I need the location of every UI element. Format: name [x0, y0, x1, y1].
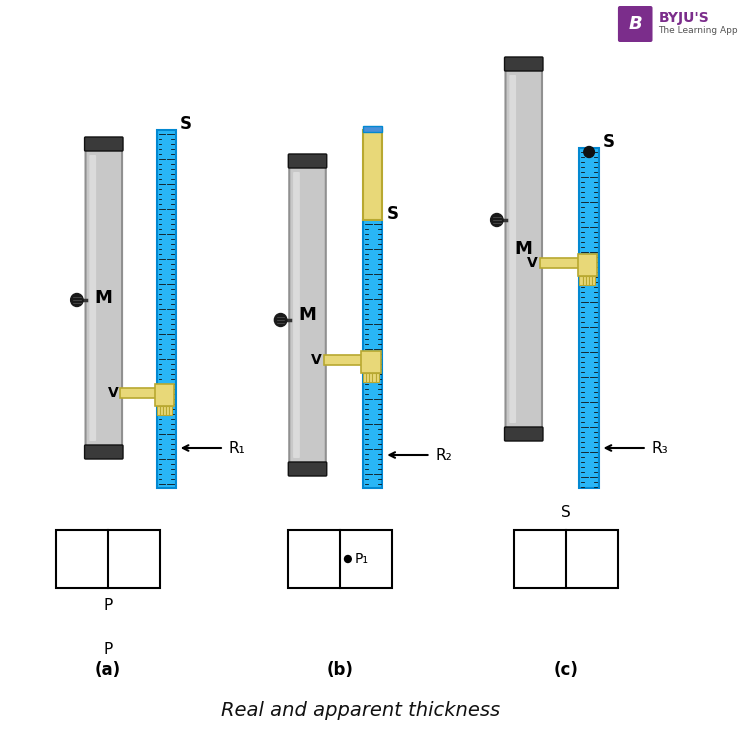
Bar: [578, 254, 597, 276]
FancyBboxPatch shape: [293, 172, 300, 458]
Bar: [586, 276, 589, 285]
Text: P: P: [103, 598, 112, 613]
Bar: [363, 220, 382, 488]
Text: R₁: R₁: [229, 441, 245, 455]
Text: R₂: R₂: [435, 447, 452, 463]
Bar: [370, 373, 373, 382]
Text: V: V: [311, 353, 322, 367]
Text: Real and apparent thickness: Real and apparent thickness: [220, 700, 500, 720]
FancyBboxPatch shape: [288, 462, 327, 476]
Text: S: S: [180, 115, 192, 133]
Bar: [589, 276, 592, 285]
Bar: [363, 130, 382, 220]
Bar: [120, 388, 158, 398]
Bar: [362, 351, 380, 373]
Bar: [324, 355, 365, 365]
FancyBboxPatch shape: [505, 427, 543, 441]
Text: B: B: [628, 15, 642, 33]
Bar: [157, 130, 176, 488]
Text: M: M: [298, 306, 316, 324]
Circle shape: [274, 314, 286, 326]
FancyBboxPatch shape: [85, 137, 123, 151]
FancyBboxPatch shape: [509, 75, 516, 423]
FancyBboxPatch shape: [89, 155, 96, 441]
Bar: [580, 276, 583, 285]
Circle shape: [344, 556, 351, 562]
Bar: [157, 406, 160, 415]
FancyBboxPatch shape: [618, 6, 652, 42]
Bar: [169, 406, 172, 415]
Text: V: V: [527, 256, 538, 270]
Bar: [514, 530, 618, 588]
FancyBboxPatch shape: [290, 163, 326, 467]
Bar: [160, 406, 163, 415]
Text: S: S: [386, 205, 398, 223]
FancyBboxPatch shape: [505, 57, 543, 71]
FancyBboxPatch shape: [288, 154, 327, 168]
Text: P: P: [103, 643, 112, 658]
Text: BYJU'S: BYJU'S: [658, 11, 709, 25]
Text: (a): (a): [94, 661, 121, 679]
Bar: [363, 126, 382, 132]
Text: P₁: P₁: [355, 552, 368, 566]
Text: R₃: R₃: [652, 441, 668, 455]
Text: S: S: [561, 505, 571, 520]
Bar: [376, 373, 379, 382]
FancyBboxPatch shape: [506, 66, 542, 432]
Bar: [154, 384, 174, 406]
Bar: [56, 530, 160, 588]
Bar: [366, 373, 370, 382]
Text: S: S: [602, 133, 614, 151]
Bar: [166, 406, 170, 415]
Bar: [580, 148, 598, 488]
Text: M: M: [94, 289, 112, 307]
Text: V: V: [107, 386, 118, 400]
Circle shape: [490, 213, 503, 227]
Text: M: M: [514, 240, 532, 258]
FancyBboxPatch shape: [85, 445, 123, 459]
Bar: [288, 530, 392, 588]
Bar: [373, 373, 376, 382]
Bar: [540, 258, 581, 268]
Bar: [363, 373, 367, 382]
Bar: [592, 276, 596, 285]
Bar: [163, 406, 166, 415]
FancyBboxPatch shape: [86, 146, 122, 450]
Text: (c): (c): [554, 661, 578, 679]
Circle shape: [70, 294, 83, 306]
Text: (b): (b): [327, 661, 354, 679]
Bar: [583, 276, 586, 285]
Circle shape: [584, 147, 595, 157]
Text: The Learning App: The Learning App: [658, 26, 738, 35]
